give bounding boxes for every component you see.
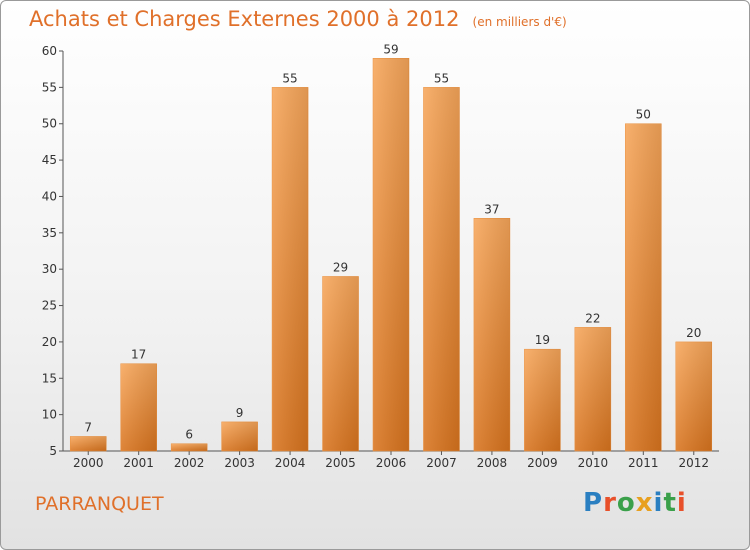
- bar-value-label: 37: [484, 202, 499, 216]
- y-tick-label: 55: [42, 80, 57, 94]
- x-tick-label: 2004: [275, 456, 306, 470]
- logo-letter: t: [663, 488, 677, 518]
- bar-shade: [373, 58, 409, 451]
- x-tick-label: 2002: [174, 456, 205, 470]
- x-tick-label: 2001: [123, 456, 154, 470]
- bar-value-label: 7: [84, 420, 92, 434]
- y-tick-label: 5: [49, 444, 57, 458]
- x-tick-label: 2000: [73, 456, 104, 470]
- chart-bars: [69, 58, 713, 452]
- bar-value-label: 50: [636, 108, 651, 122]
- chart-unit: (en milliers d'€): [472, 15, 567, 29]
- bar-value-label: 22: [585, 311, 600, 325]
- logo-letter: x: [635, 488, 654, 518]
- bar-shade: [120, 363, 157, 451]
- bar-value-label: 55: [282, 71, 297, 85]
- y-tick-label: 20: [42, 335, 57, 349]
- y-tick-label: 30: [42, 262, 57, 276]
- y-tick-label: 25: [42, 299, 57, 313]
- logo-letter: o: [616, 488, 636, 518]
- bar-value-label: 9: [236, 406, 244, 420]
- chart-labels: 7 17 6 9 55 29 59 55 37 19 22 50 20: [84, 42, 701, 441]
- bar-shade: [675, 341, 712, 451]
- y-tick-label: 35: [42, 226, 57, 240]
- x-tick-label: 2008: [477, 456, 508, 470]
- bar-value-label: 6: [185, 428, 193, 442]
- proxiti-logo: Proxiti: [583, 488, 687, 518]
- bar-value-label: 17: [131, 348, 146, 362]
- y-tick-label: 60: [42, 44, 57, 58]
- x-tick-label: 2011: [628, 456, 659, 470]
- bar-shade: [423, 87, 460, 451]
- commune-name: PARRANQUET: [35, 493, 164, 515]
- bar-shade: [171, 443, 208, 451]
- bar-value-label: 29: [333, 260, 348, 274]
- x-tick-label: 2006: [376, 456, 407, 470]
- y-tick-label: 50: [42, 117, 57, 131]
- x-tick-label: 2003: [224, 456, 255, 470]
- bar-shade: [322, 276, 359, 451]
- logo-letter: i: [653, 488, 664, 518]
- bar-value-label: 19: [535, 333, 550, 347]
- bar-shade: [221, 421, 258, 451]
- y-tick-label: 10: [42, 408, 57, 422]
- x-tick-label: 2007: [426, 456, 457, 470]
- bar-shade: [574, 327, 611, 451]
- bar-value-label: 59: [383, 42, 398, 56]
- chart-title: Achats et Charges Externes 2000 à 2012 (…: [29, 7, 567, 31]
- logo-letter: P: [583, 488, 604, 518]
- bar-shade: [272, 87, 309, 451]
- y-tick-label: 45: [42, 153, 57, 167]
- y-tick-label: 40: [42, 189, 57, 203]
- x-tick-label: 2009: [527, 456, 558, 470]
- bar-shade: [70, 436, 107, 451]
- y-tick-label: 15: [42, 371, 57, 385]
- chart-axes: 5 10 15 20 25 30 35 40 45 50 55 60 2000 2001 2002 2003 2…: [42, 44, 719, 470]
- bar-value-label: 20: [686, 326, 701, 340]
- bar-shade: [524, 349, 561, 451]
- bar-value-label: 55: [434, 71, 449, 85]
- x-tick-label: 2012: [678, 456, 709, 470]
- logo-letter: i: [676, 488, 687, 518]
- chart-title-text: Achats et Charges Externes 2000 à 2012: [29, 7, 460, 31]
- bar-shade: [473, 218, 510, 451]
- x-tick-label: 2005: [325, 456, 356, 470]
- bar-shade: [625, 123, 662, 452]
- logo-letter: r: [603, 488, 617, 518]
- x-tick-label: 2010: [578, 456, 609, 470]
